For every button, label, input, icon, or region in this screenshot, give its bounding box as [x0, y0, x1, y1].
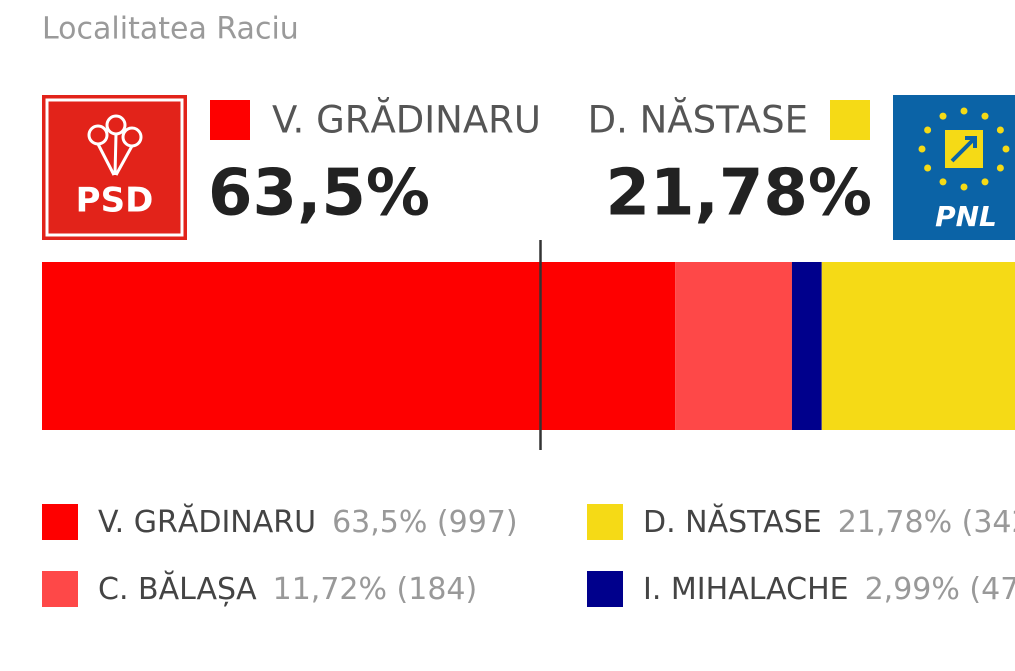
star: [939, 112, 947, 120]
legend-swatch: [42, 504, 78, 540]
star: [924, 164, 932, 172]
legend-value: 63,5% (997): [332, 505, 518, 540]
candidate-percent: 21,78%: [605, 157, 872, 231]
legend-name: I. MIHALACHE: [643, 572, 849, 607]
candidate-name: V. GRĂDINARU: [272, 97, 541, 142]
legend-name: D. NĂSTASE: [643, 503, 822, 540]
star: [981, 112, 989, 120]
legend-swatch: [587, 571, 623, 607]
logo-text: PSD: [76, 181, 154, 221]
star: [981, 178, 989, 186]
pnl-logo: PNL: [893, 95, 1015, 240]
legend-entry: C. BĂLAȘA 11,72% (184): [98, 570, 477, 607]
legend-entry: V. GRĂDINARU 63,5% (997): [98, 503, 518, 540]
legend-entry: I. MIHALACHE 2,99% (47): [643, 572, 1015, 607]
bar-segment: [675, 262, 792, 430]
legend-name: C. BĂLAȘA: [98, 570, 257, 607]
legend-swatch: [42, 571, 78, 607]
star: [996, 126, 1004, 134]
legend-swatch: [830, 100, 870, 140]
star: [960, 107, 968, 115]
star: [960, 183, 968, 191]
legend-swatch: [587, 504, 623, 540]
legend-value: 2,99% (47): [865, 572, 1015, 607]
chart-title: Localitatea Raciu: [42, 12, 299, 47]
star: [939, 178, 947, 186]
star: [918, 145, 926, 153]
legend-value: 21,78% (342): [838, 505, 1015, 540]
plot: V. GRĂDINARU 63,5% (997) C. BĂLAȘA 11,72% (…: [42, 240, 1015, 607]
candidate-percent: 63,5%: [208, 157, 430, 231]
bar-segment: [42, 262, 676, 430]
star: [924, 126, 932, 134]
legend-name: V. GRĂDINARU: [98, 503, 316, 540]
legend-entry: D. NĂSTASE 21,78% (342): [643, 503, 1015, 540]
candidate-name: D. NĂSTASE: [588, 97, 808, 142]
logo-text: PNL: [935, 200, 997, 233]
star: [1002, 145, 1010, 153]
legend-swatch: [210, 100, 250, 140]
bar-segment: [821, 262, 1015, 430]
bar-segment: [791, 262, 822, 430]
legend-value: 11,72% (184): [273, 572, 478, 607]
star: [996, 164, 1004, 172]
psd-logo: PSD: [42, 95, 187, 240]
